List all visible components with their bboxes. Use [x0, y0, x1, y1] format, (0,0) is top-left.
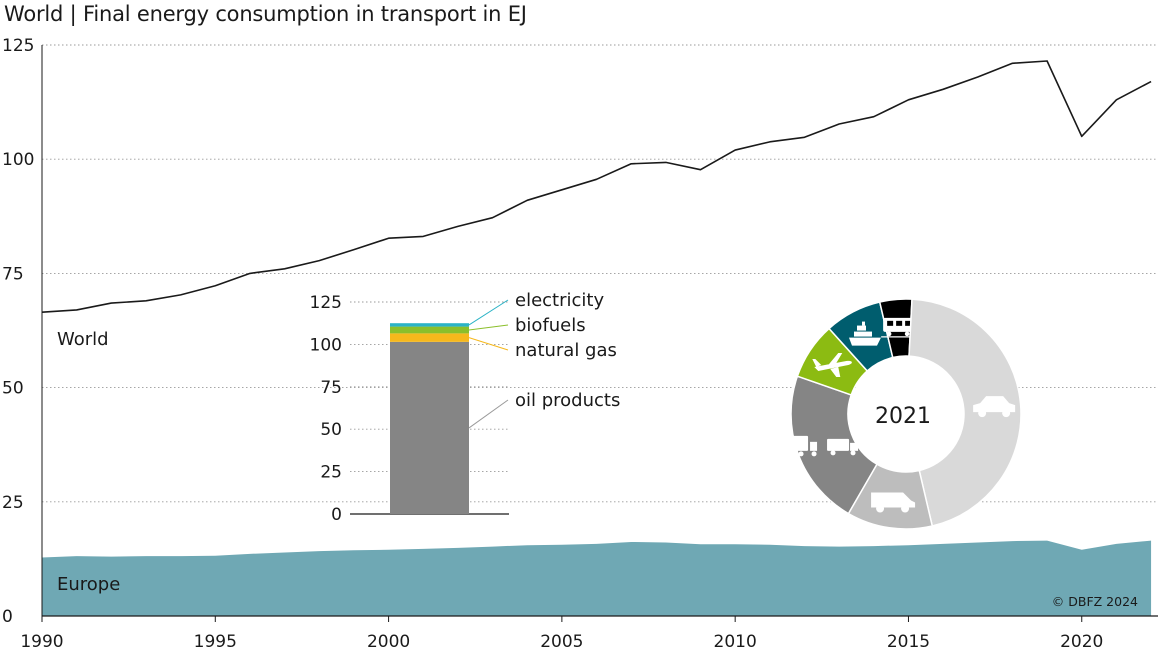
car-icon [973, 396, 1016, 418]
donut-chart: 2021 [778, 298, 1022, 530]
y-tick-label: 0 [2, 607, 13, 627]
inset-leader-line [468, 324, 509, 331]
y-axis: 0 25 50 75 100 125 [2, 36, 43, 627]
ship-icon [848, 321, 881, 346]
chart-title: World | Final energy consumption in tran… [4, 2, 527, 26]
inset-bar-segment [390, 326, 469, 334]
train-icon [881, 317, 916, 338]
y-tick-label: 50 [2, 379, 24, 399]
van-icon [871, 492, 916, 513]
donut-hole [849, 357, 963, 471]
inset-bar-segment [390, 333, 469, 342]
inset-legend-label: biofuels [515, 315, 586, 336]
x-tick-label: 1995 [194, 632, 237, 652]
world-line [41, 60, 1152, 314]
x-axis: 1990 1995 2000 2005 2010 2015 2020 [20, 615, 1158, 652]
x-tick-label: 2010 [714, 632, 757, 652]
inset-leader-line [468, 337, 509, 351]
y-tick-label: 75 [2, 264, 24, 284]
inset-y-tick-label: 0 [331, 505, 342, 525]
inset-legend-label: natural gas [515, 340, 617, 361]
y-tick-label: 100 [2, 150, 34, 170]
donut-center-label: 2021 [875, 404, 931, 429]
inset-y-tick-label: 125 [310, 293, 342, 313]
inset-bar-segment [390, 341, 469, 514]
credit-text: © DBFZ 2024 [1052, 594, 1138, 609]
inset-y-tick-label: 75 [320, 378, 342, 398]
x-tick-label: 1990 [20, 632, 63, 652]
x-tick-label: 2005 [540, 632, 583, 652]
inset-legend-label: electricity [515, 290, 604, 311]
series-label-world: World [57, 329, 109, 350]
inset-bar-segment [390, 323, 469, 327]
inset-y-tick-label: 50 [320, 420, 342, 440]
europe-area-layer [42, 540, 1152, 616]
inset-legend-label: oil products [515, 390, 620, 411]
x-tick-label: 2020 [1060, 632, 1103, 652]
donut-slice [908, 298, 1022, 527]
inset-bar-chart: 0 25 50 75 100 125 oil products natural gas biof… [310, 290, 621, 525]
truck-icon [778, 435, 859, 457]
world-line-layer [41, 60, 1152, 314]
series-label-europe: Europe [57, 574, 120, 595]
x-tick-label: 2000 [367, 632, 410, 652]
europe-area [42, 540, 1152, 616]
x-tick-label: 2015 [887, 632, 930, 652]
inset-leader-line [468, 299, 509, 326]
y-tick-label: 125 [2, 36, 34, 56]
y-tick-label: 25 [2, 493, 24, 513]
airplane-icon [812, 353, 852, 378]
inset-leader-line [468, 399, 509, 429]
inset-y-tick-label: 25 [320, 463, 342, 483]
inset-y-tick-label: 100 [310, 335, 342, 355]
